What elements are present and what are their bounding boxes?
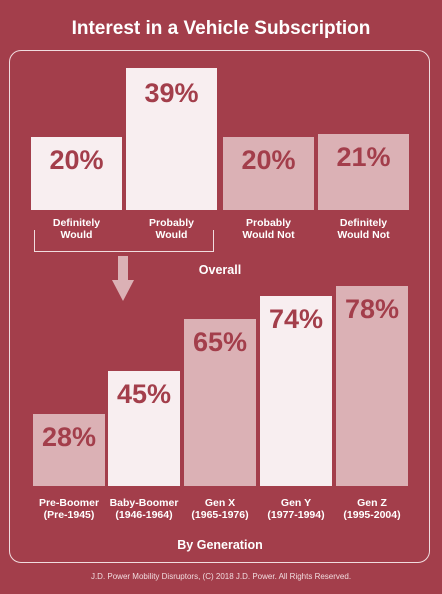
bar-value-label: 78%: [344, 294, 400, 324]
page-title: Interest in a Vehicle Subscription: [71, 18, 371, 39]
bar-2: 45%: [108, 370, 180, 486]
bar-1: 28%: [33, 414, 105, 486]
bar-value-label: 45%: [116, 378, 172, 409]
category-label: Probably Would: [149, 217, 194, 241]
bar-4: 74%: [260, 296, 332, 486]
bar-value-label: 20%: [241, 145, 296, 176]
bar-value-label: 21%: [336, 141, 391, 172]
bar-1: 20%: [31, 137, 122, 210]
category-label: Probably Would Not: [242, 217, 295, 241]
bar-4: 21%: [318, 133, 409, 210]
bar-value-label: 39%: [144, 78, 199, 108]
overall-label: Overall: [198, 263, 242, 277]
would-bracket: [34, 230, 214, 252]
category-label: Baby-Boomer (1946-1964): [109, 497, 179, 521]
bar-value-label: 20%: [49, 145, 104, 176]
category-label: Definitely Would Not: [337, 217, 390, 241]
bar-value-label: 28%: [41, 422, 97, 453]
bar-2: 39%: [126, 68, 217, 210]
bar-3: 20%: [223, 137, 314, 210]
by-generation-label: By Generation: [177, 538, 263, 552]
bar-5: 78%: [336, 286, 408, 486]
bar-value-label: 74%: [268, 304, 324, 335]
category-label: Gen X (1965-1976): [191, 497, 249, 521]
chart-panel: [9, 50, 430, 563]
down-arrow-icon: [112, 256, 134, 301]
category-label: Pre-Boomer (Pre-1945): [38, 497, 100, 521]
copyright-footer: J.D. Power Mobility Disruptors, (C) 2018…: [90, 572, 352, 581]
category-label: Definitely Would: [52, 217, 101, 241]
category-label: Gen Z (1995-2004): [343, 497, 401, 521]
category-label: Gen Y (1977-1994): [267, 497, 325, 521]
bar-value-label: 65%: [192, 327, 248, 358]
bar-3: 65%: [184, 319, 256, 486]
